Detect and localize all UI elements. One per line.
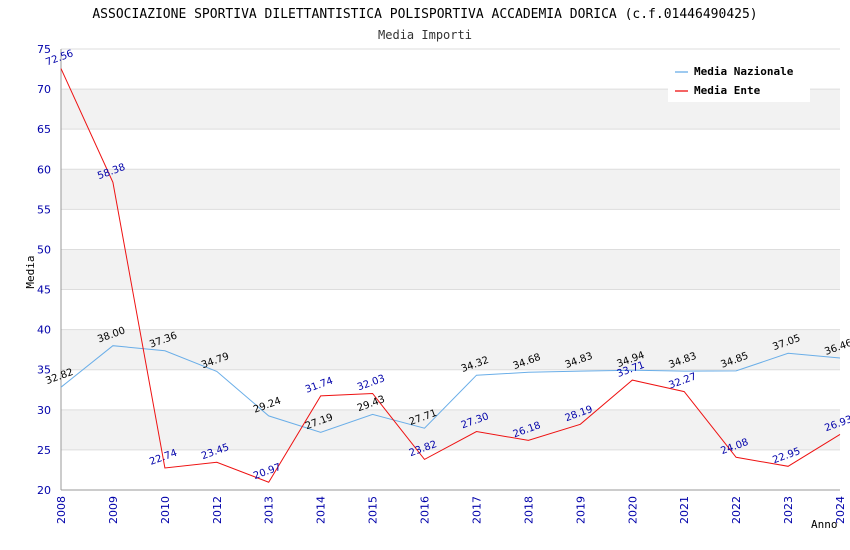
x-tick-label: 2009 xyxy=(107,496,120,524)
x-tick-label: 2013 xyxy=(263,496,276,524)
x-tick-label: 2008 xyxy=(55,496,68,524)
grid-band xyxy=(61,129,840,170)
x-tick-label: 2014 xyxy=(315,496,328,524)
series-line-ente xyxy=(60,68,841,483)
x-tick-label: 2017 xyxy=(470,496,483,524)
y-tick-label: 50 xyxy=(37,243,51,256)
y-tick-label: 25 xyxy=(37,444,51,457)
x-tick-label: 2010 xyxy=(159,496,172,524)
grid-bands xyxy=(61,48,840,491)
y-tick-label: 65 xyxy=(37,123,51,136)
x-tick-label: 2016 xyxy=(419,496,432,524)
y-tick-label: 40 xyxy=(37,324,51,337)
y-tick-label: 75 xyxy=(37,43,51,56)
grid-band xyxy=(61,449,840,490)
grid-band xyxy=(61,289,840,330)
chart-title: ASSOCIAZIONE SPORTIVA DILETTANTISTICA PO… xyxy=(92,7,757,22)
grid-band xyxy=(61,249,840,290)
legend-label-ente: Media Ente xyxy=(694,84,761,97)
y-axis-ticks: 20 25 30 35 40 45 50 55 60 65 70 75 xyxy=(37,43,51,497)
x-tick-label: 2019 xyxy=(574,496,587,524)
y-tick-label: 55 xyxy=(37,203,51,216)
legend: Media Nazionale Media Ente xyxy=(668,58,810,102)
legend-box xyxy=(668,58,810,102)
grid-band xyxy=(61,369,840,410)
x-tick-label: 2012 xyxy=(211,496,224,524)
series-line-nazionale xyxy=(60,345,841,433)
y-axis-label: Media xyxy=(24,255,37,288)
x-tick-label: 2024 xyxy=(834,496,847,524)
series-group xyxy=(60,68,841,483)
legend-label-nazionale: Media Nazionale xyxy=(694,65,794,78)
grid-band xyxy=(61,409,840,450)
x-tick-label: 2020 xyxy=(626,496,639,524)
y-tick-label: 60 xyxy=(37,163,51,176)
x-axis-label: Anno xyxy=(811,518,838,531)
x-tick-label: 2021 xyxy=(678,496,691,524)
grid-band xyxy=(61,209,840,250)
y-tick-label: 45 xyxy=(37,284,51,297)
x-axis-ticks: 2008 2009 2010 2012 2013 2014 2015 2016 2017 2018… xyxy=(55,496,847,524)
x-tick-label: 2015 xyxy=(367,496,380,524)
x-tick-label: 2018 xyxy=(522,496,535,524)
y-tick-label: 35 xyxy=(37,364,51,377)
x-tick-label: 2023 xyxy=(782,496,795,524)
grid-band xyxy=(61,329,840,370)
chart-subtitle: Media Importi xyxy=(378,28,472,42)
x-tick-label: 2022 xyxy=(730,496,743,524)
grid-band xyxy=(61,169,840,210)
y-tick-label: 30 xyxy=(37,404,51,417)
y-tick-label: 70 xyxy=(37,83,51,96)
y-tick-label: 20 xyxy=(37,484,51,497)
